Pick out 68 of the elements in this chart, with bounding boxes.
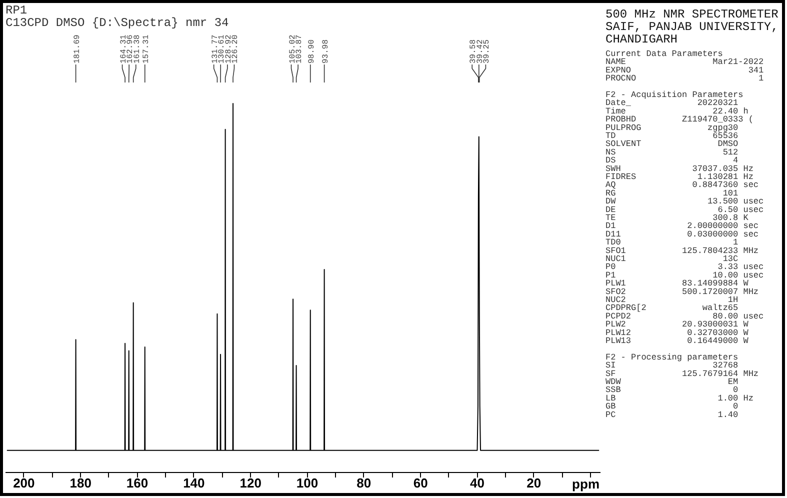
text: SAIF, PANJAB UNIVERSITY, CHANDIGARH [606, 20, 778, 46]
text: TD0 1 [606, 238, 738, 248]
x-tick-label: 20 [526, 476, 542, 490]
text: SWH 37037.035 Hz [606, 164, 754, 174]
annotation: 93.98 [321, 39, 330, 64]
text: RG 101 [606, 188, 738, 198]
text: NS 512 [606, 147, 738, 158]
annotation: 39.25 [482, 39, 492, 64]
text: PROBHD Z119470_0333 ( [606, 114, 754, 125]
annotation: 126.20 [231, 34, 240, 64]
text: PLW12 0.32703000 W [606, 328, 750, 338]
text: LB 1.00 Hz [606, 393, 754, 404]
text: P1 10.00 usec [606, 270, 764, 280]
x-tick-label: 80 [356, 476, 372, 490]
text: Date_ 20220321 [606, 98, 738, 108]
text: P0 3.33 usec [606, 262, 764, 272]
text: PLW13 0.16449000 W [606, 336, 750, 346]
chart-title: RP1 [6, 4, 28, 18]
text: D11 0.03000000 sec [606, 229, 759, 240]
x-tick-label: 200 [13, 476, 35, 490]
text: EXPNO 341 [606, 65, 764, 76]
text: F2 - Processing parameters [606, 352, 738, 362]
x-tick-label: 160 [126, 476, 148, 490]
text: PROCNO 1 [606, 74, 764, 84]
text: DE 6.50 usec [606, 204, 764, 215]
x-tick-label: 120 [240, 476, 262, 490]
text: TE 300.8 K [606, 213, 750, 223]
x-tick-label: 140 [183, 476, 205, 490]
text: SI 32768 [606, 360, 738, 371]
annotation: 103.87 [295, 34, 304, 64]
text: NAME Mar21-2022 [606, 57, 764, 68]
text: F2 - Acquisition Parameters [606, 90, 744, 100]
text: SF 125.7679164 MHz [606, 368, 759, 379]
annotation: 161.38 [132, 34, 142, 64]
text: AQ 0.8847360 sec [606, 180, 759, 190]
x-tick-label: 40 [470, 476, 484, 490]
x-axis-title: ppm [572, 476, 600, 492]
x-tick-label: 180 [70, 476, 92, 490]
text: SOLVENT DMSO [606, 139, 738, 150]
x-tick-label: 100 [296, 476, 318, 490]
text: NUC2 1H [606, 295, 738, 305]
text: D1 2.00000000 sec [606, 221, 759, 232]
text: TD 65536 [606, 131, 738, 141]
text: SFO1 125.7804233 MHz [606, 246, 759, 256]
chart-subtitle: C13CPD DMSO {D:\Spectra} nmr 34 [6, 16, 229, 30]
annotation: 157.31 [142, 34, 151, 64]
text: Current Data Parameters [606, 49, 723, 59]
text: NUC1 13C [606, 254, 738, 264]
annotation: 98.90 [307, 39, 316, 64]
text: 500 MHz NMR SPECTROMETER [606, 8, 778, 22]
annotation: 128.92 [224, 34, 234, 64]
text: PLW2 20.93000031 W [606, 320, 750, 330]
text: WDW EM [606, 377, 738, 387]
text: PCPD2 80.00 usec [606, 311, 764, 322]
text: DW 13.500 usec [606, 196, 764, 207]
x-tick-label: 60 [413, 476, 428, 490]
text: CPDPRG[2 waltz65 [606, 303, 738, 314]
text: PC 1.40 [606, 410, 738, 420]
text: PLW1 83.14099884 W [606, 278, 750, 289]
text: Time 22.40 h [606, 106, 748, 116]
text: GB 0 [606, 402, 738, 412]
text: PULPROG zgpg30 [606, 122, 738, 133]
text: FIDRES 1.130281 Hz [606, 172, 754, 182]
annotation: 39.42 [476, 39, 485, 64]
text: DS 4 [606, 156, 738, 166]
text: SSB 0 [606, 385, 738, 396]
text: SFO2 500.1720007 MHz [606, 286, 759, 297]
annotation: 181.69 [72, 34, 82, 64]
